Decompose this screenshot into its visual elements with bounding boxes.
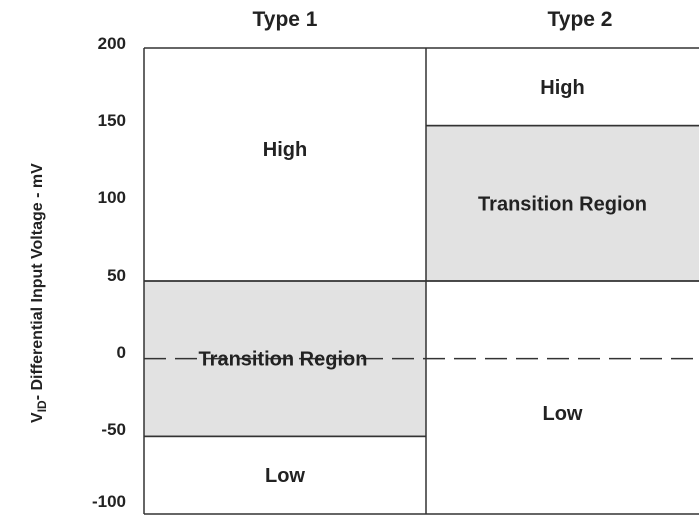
high-region-box bbox=[144, 48, 426, 281]
region-label: Transition Region bbox=[478, 193, 647, 215]
region-label: High bbox=[540, 77, 584, 99]
column-header-type-1: Type 1 bbox=[252, 8, 318, 31]
low-region-box bbox=[144, 436, 426, 514]
y-tick-label: 150 bbox=[97, 111, 126, 130]
y-tick-label: -50 bbox=[101, 420, 126, 439]
y-tick-label: 200 bbox=[97, 34, 126, 53]
y-tick-label: -100 bbox=[91, 492, 126, 511]
y-tick-label: 100 bbox=[97, 188, 126, 207]
transition-region-box bbox=[426, 125, 699, 282]
region-label: Low bbox=[543, 403, 583, 425]
column-header-type-2: Type 2 bbox=[547, 8, 613, 31]
y-tick-label: 50 bbox=[107, 266, 126, 285]
low-region-box bbox=[426, 281, 699, 514]
region-label: Low bbox=[265, 465, 305, 487]
region-label: Transition Region bbox=[199, 349, 368, 371]
region-label: High bbox=[263, 139, 307, 161]
y-tick-label: 0 bbox=[116, 343, 126, 362]
high-region-box bbox=[426, 48, 699, 126]
